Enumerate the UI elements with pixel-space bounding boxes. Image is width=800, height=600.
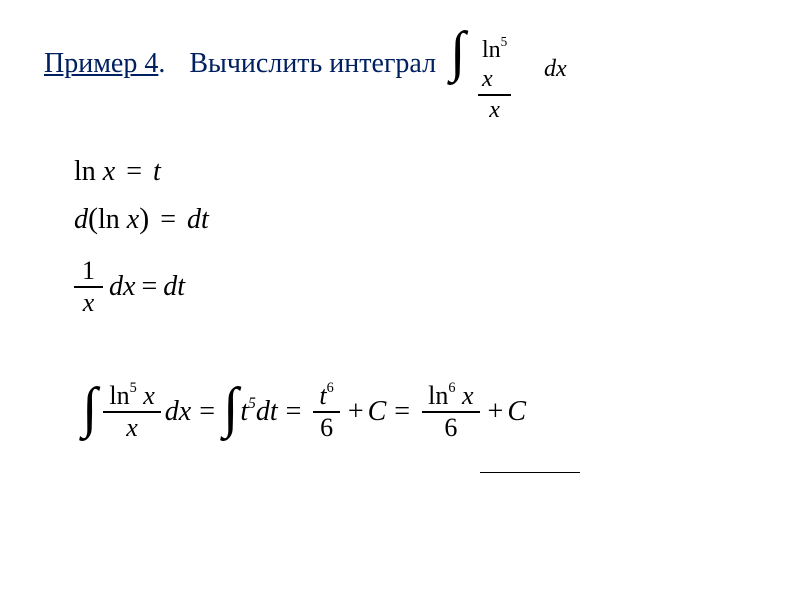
result-frac-1: ln5 x x xyxy=(103,381,160,443)
substitution-line-1: ln x = t xyxy=(74,156,161,188)
den-x: x xyxy=(75,288,103,318)
integral-sign-icon: ∫ xyxy=(450,20,465,84)
frac2-num: t6 xyxy=(313,381,339,413)
equals: = xyxy=(160,204,176,235)
frac2-den: 6 xyxy=(314,413,339,443)
lparen: ( xyxy=(88,202,98,235)
num-1: 1 xyxy=(74,256,103,288)
var-x: x xyxy=(482,66,493,92)
t5dt: t5dt xyxy=(240,396,277,428)
x: x xyxy=(127,204,139,235)
frac3-num: ln6 x xyxy=(422,381,479,413)
exp-5: 5 xyxy=(501,34,508,49)
result-equation: ∫ ln5 x x dx = ∫ t5dt = t6 6 + C = ln6 x… xyxy=(82,380,526,444)
frac1-den: x xyxy=(120,413,144,443)
ln: ln xyxy=(98,204,120,235)
frac1-num: ln5 x xyxy=(103,381,160,413)
plus: + xyxy=(348,396,364,428)
equals: = xyxy=(394,396,410,428)
one-over-x: 1 x xyxy=(74,256,103,318)
x: x xyxy=(143,381,155,410)
header-fraction: ln5 x x xyxy=(478,36,511,124)
equals: = xyxy=(126,156,142,187)
example-label: Пример 4 xyxy=(44,48,158,80)
ln: ln xyxy=(74,156,96,187)
d: d xyxy=(74,204,88,235)
rparen: ) xyxy=(139,202,149,235)
frac3-den: 6 xyxy=(438,413,463,443)
x: x xyxy=(103,156,115,187)
equals: = xyxy=(286,396,302,428)
dx: dx xyxy=(109,271,135,303)
equals: = xyxy=(141,271,157,303)
header-denominator: x xyxy=(485,96,504,125)
equals: = xyxy=(199,396,215,428)
ln-text: ln xyxy=(482,37,501,63)
dx: dx xyxy=(165,396,191,428)
result-frac-3: ln6 x 6 xyxy=(422,381,479,443)
exp5: 5 xyxy=(130,380,137,396)
underline-decoration xyxy=(480,472,580,473)
constant-c: C xyxy=(507,396,526,428)
header-numerator: ln5 x xyxy=(478,36,511,96)
ln: ln xyxy=(109,381,129,410)
dt: dt xyxy=(163,271,185,303)
action-text: Вычислить интеграл xyxy=(189,48,436,80)
integral-sign-icon: ∫ xyxy=(223,376,238,440)
substitution-line-3: 1 x dx = dt xyxy=(74,256,185,318)
result-frac-2: t6 6 xyxy=(313,381,339,443)
period: . xyxy=(158,48,165,80)
t: t xyxy=(153,156,161,187)
dx-symbol: dx xyxy=(544,56,567,83)
dt: dt xyxy=(187,204,209,235)
constant-c: C xyxy=(368,396,387,428)
substitution-line-2: d(ln x) = dt xyxy=(74,202,209,236)
integral-sign-icon: ∫ xyxy=(82,376,97,440)
title-row: Пример 4. Вычислить интеграл xyxy=(44,48,436,80)
plus: + xyxy=(488,396,504,428)
